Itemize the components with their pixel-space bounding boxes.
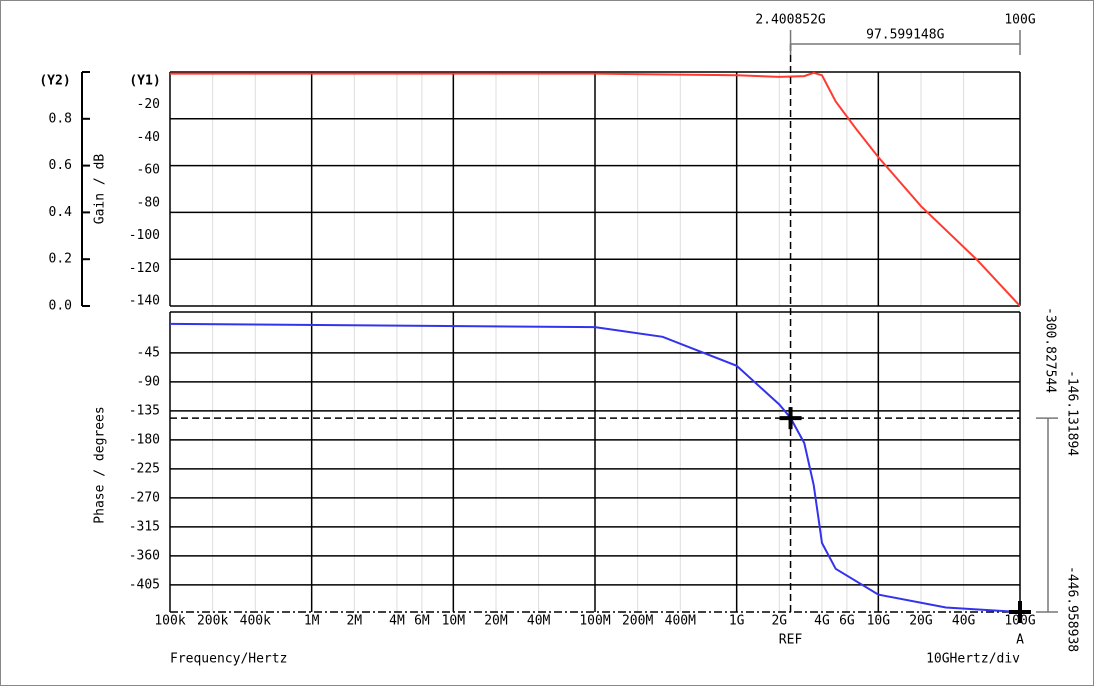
- y-tick-label: -90: [137, 374, 160, 389]
- y1-tick-label: -40: [137, 130, 160, 145]
- x-tick-label: 100M: [579, 614, 610, 629]
- x-tick-label: 4M: [389, 614, 405, 629]
- curve: [170, 71, 1021, 307]
- x-tick-label: 20M: [484, 614, 508, 629]
- a-marker: [1009, 600, 1031, 623]
- x-tick-label: 40G: [952, 614, 976, 629]
- dy-bracket: [1036, 417, 1058, 613]
- a-y-label: -446.958938: [1065, 566, 1080, 652]
- y1-tick-label: -140: [129, 294, 160, 309]
- x-tick-label: 20G: [909, 614, 933, 629]
- x-tick-label: 200k: [197, 614, 228, 629]
- x-tick-label: 6M: [414, 614, 430, 629]
- y-tick-label: -270: [129, 490, 160, 505]
- x-tick-label: 2G: [771, 614, 787, 629]
- dx-label: 97.599148G: [866, 28, 944, 43]
- y-tick-label: -315: [129, 519, 160, 534]
- y-tick-label: -180: [129, 432, 160, 447]
- y1-tick-label: -120: [129, 261, 160, 276]
- ref-x-label: 2.400852G: [755, 13, 826, 28]
- y2-tick-label: 0.6: [49, 158, 72, 173]
- ref-y-label: -146.131894: [1065, 370, 1080, 456]
- x-tick-label: 100k: [154, 614, 185, 629]
- dy-label: -300.827544: [1043, 307, 1058, 393]
- y1-tick-label: -100: [129, 228, 160, 243]
- y2-tick-label: 0.2: [49, 252, 72, 267]
- x-tick-label: 10G: [867, 614, 891, 629]
- x-label: Frequency/Hertz: [170, 652, 287, 667]
- y-label: Phase / degrees: [93, 406, 108, 523]
- x-tick-label: 400k: [240, 614, 271, 629]
- y-label: Gain / dB: [93, 154, 108, 225]
- a-x-label: 100G: [1004, 13, 1035, 28]
- y1-tick-label: -20: [137, 97, 160, 112]
- ref-marker: [779, 407, 802, 430]
- a-name: A: [1016, 633, 1024, 648]
- x-tick-label: 1G: [729, 614, 745, 629]
- y1-axis-title: (Y1): [129, 74, 160, 89]
- y2-axis-title: (Y2): [39, 74, 70, 89]
- x-tick-label: 200M: [622, 614, 653, 629]
- x-tick-label: 4G: [814, 614, 830, 629]
- x-scale-note: 10GHertz/div: [926, 652, 1020, 667]
- y2-tick-label: 0.8: [49, 111, 72, 126]
- y2-tick-label: 0.4: [49, 205, 73, 220]
- x-tick-label: 10M: [442, 614, 466, 629]
- y1-tick-label: -80: [137, 195, 160, 210]
- x-tick-label: 6G: [839, 614, 855, 629]
- y-tick-label: -405: [129, 577, 160, 592]
- x-tick-label: 400M: [665, 614, 696, 629]
- y2-tick-label: 0.0: [49, 299, 72, 314]
- y1-tick-label: -60: [137, 163, 160, 178]
- x-tick-label: 40M: [527, 614, 551, 629]
- x-tick-label: 2M: [346, 614, 362, 629]
- y-tick-label: -225: [129, 461, 160, 476]
- curve: [169, 322, 1021, 613]
- y-tick-label: -45: [137, 345, 160, 360]
- ref-name: REF: [779, 633, 803, 648]
- y-tick-label: -135: [129, 403, 160, 418]
- y-tick-label: -360: [129, 548, 160, 563]
- x-tick-label: 1M: [304, 614, 320, 629]
- dx-bracket: [789, 30, 1021, 55]
